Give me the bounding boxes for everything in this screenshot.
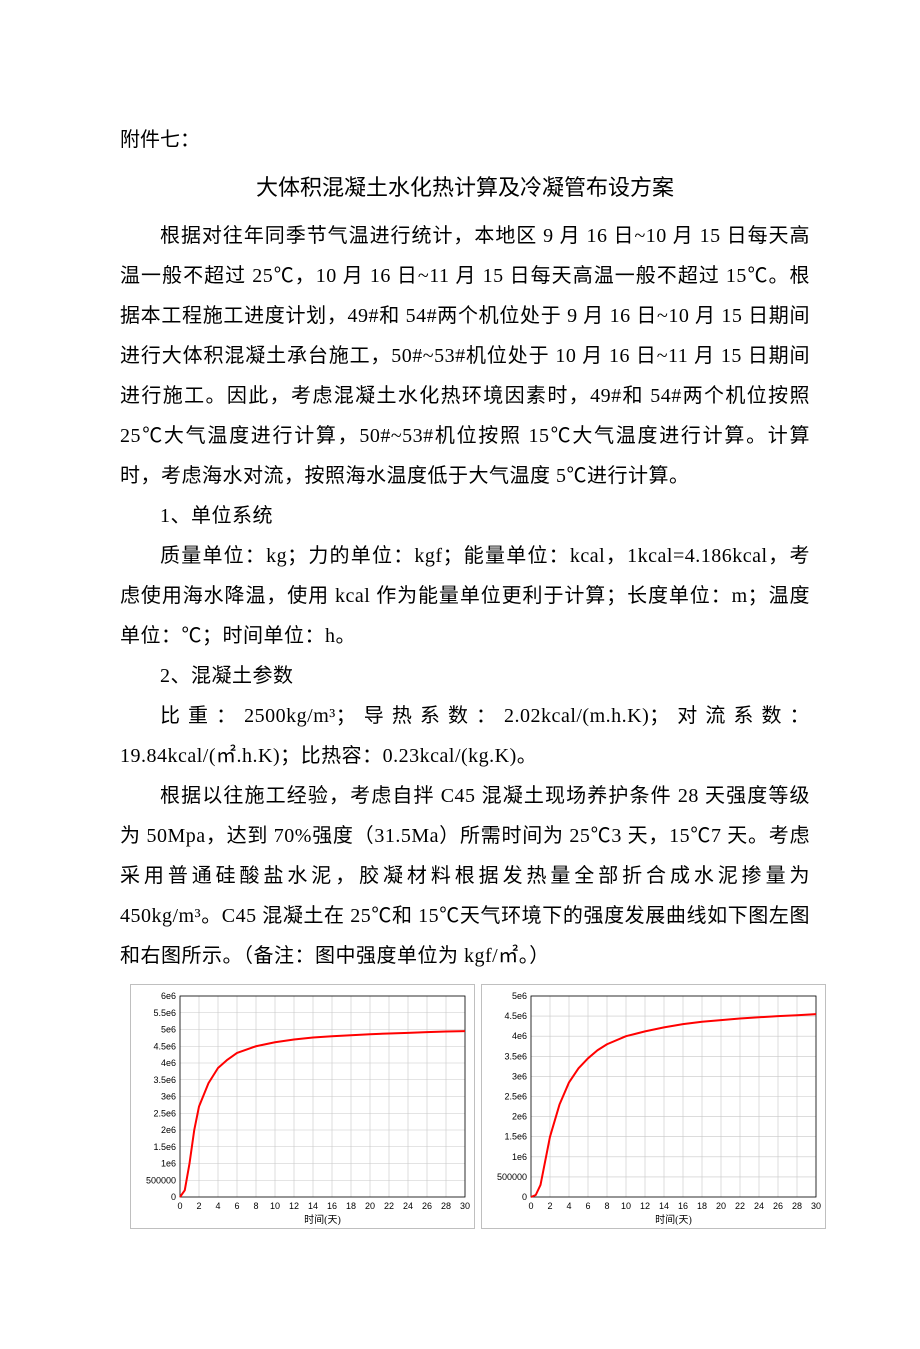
svg-text:2: 2: [547, 1201, 552, 1211]
section-2-heading: 2、混凝土参数: [120, 656, 810, 696]
svg-text:16: 16: [678, 1201, 688, 1211]
svg-text:24: 24: [754, 1201, 764, 1211]
svg-text:12: 12: [640, 1201, 650, 1211]
charts-row: 02468101214161820222426283005000001e61.5…: [130, 984, 830, 1229]
attachment-label: 附件七：: [120, 120, 810, 160]
svg-text:14: 14: [659, 1201, 669, 1211]
svg-text:6: 6: [234, 1201, 239, 1211]
svg-text:30: 30: [460, 1201, 470, 1211]
paragraph-intro: 根据对往年同季节气温进行统计，本地区 9 月 16 日~10 月 15 日每天高…: [120, 216, 810, 496]
svg-text:2.5e6: 2.5e6: [153, 1108, 176, 1118]
svg-text:2.5e6: 2.5e6: [504, 1092, 527, 1102]
svg-text:500000: 500000: [146, 1175, 176, 1185]
svg-text:1.5e6: 1.5e6: [153, 1142, 176, 1152]
svg-text:4e6: 4e6: [161, 1058, 176, 1068]
section-2-body-2: 根据以往施工经验，考虑自拌 C45 混凝土现场养护条件 28 天强度等级为 50…: [120, 776, 810, 976]
svg-text:8: 8: [253, 1201, 258, 1211]
svg-text:22: 22: [735, 1201, 745, 1211]
document-page: 附件七： 大体积混凝土水化热计算及冷凝管布设方案 根据对往年同季节气温进行统计，…: [0, 0, 920, 1349]
svg-text:0: 0: [177, 1201, 182, 1211]
chart-strength-25c: 02468101214161820222426283005000001e61.5…: [130, 984, 475, 1229]
svg-text:28: 28: [792, 1201, 802, 1211]
svg-text:6: 6: [585, 1201, 590, 1211]
section-1-body: 质量单位：kg；力的单位：kgf；能量单位：kcal，1kcal=4.186kc…: [120, 536, 810, 656]
svg-text:18: 18: [346, 1201, 356, 1211]
svg-text:14: 14: [308, 1201, 318, 1211]
svg-text:16: 16: [327, 1201, 337, 1211]
svg-text:4.5e6: 4.5e6: [153, 1041, 176, 1051]
svg-text:10: 10: [621, 1201, 631, 1211]
svg-text:28: 28: [441, 1201, 451, 1211]
svg-text:3.5e6: 3.5e6: [153, 1075, 176, 1085]
svg-text:5e6: 5e6: [161, 1025, 176, 1035]
svg-text:时间(天): 时间(天): [304, 1213, 341, 1226]
svg-text:1.5e6: 1.5e6: [504, 1132, 527, 1142]
svg-text:时间(天): 时间(天): [655, 1213, 692, 1226]
document-title: 大体积混凝土水化热计算及冷凝管布设方案: [120, 166, 810, 210]
svg-text:3e6: 3e6: [512, 1071, 527, 1081]
section-2-body-1: 比重：2500kg/m³；导热系数：2.02kcal/(m.h.K)；对流系数：…: [120, 696, 810, 776]
svg-text:12: 12: [289, 1201, 299, 1211]
svg-text:0: 0: [522, 1192, 527, 1202]
svg-text:10: 10: [270, 1201, 280, 1211]
section-1-heading: 1、单位系统: [120, 496, 810, 536]
svg-text:2e6: 2e6: [512, 1112, 527, 1122]
chart-strength-15c: 02468101214161820222426283005000001e61.5…: [481, 984, 826, 1229]
svg-text:4: 4: [566, 1201, 571, 1211]
svg-text:6e6: 6e6: [161, 991, 176, 1001]
svg-text:20: 20: [716, 1201, 726, 1211]
svg-text:26: 26: [773, 1201, 783, 1211]
svg-text:2: 2: [196, 1201, 201, 1211]
svg-text:2e6: 2e6: [161, 1125, 176, 1135]
svg-text:8: 8: [604, 1201, 609, 1211]
svg-text:500000: 500000: [497, 1172, 527, 1182]
svg-text:4e6: 4e6: [512, 1031, 527, 1041]
svg-text:4.5e6: 4.5e6: [504, 1011, 527, 1021]
svg-text:3.5e6: 3.5e6: [504, 1051, 527, 1061]
svg-text:1e6: 1e6: [161, 1159, 176, 1169]
svg-text:3e6: 3e6: [161, 1092, 176, 1102]
svg-text:22: 22: [384, 1201, 394, 1211]
svg-text:1e6: 1e6: [512, 1152, 527, 1162]
svg-text:26: 26: [422, 1201, 432, 1211]
svg-text:5e6: 5e6: [512, 991, 527, 1001]
svg-text:4: 4: [215, 1201, 220, 1211]
svg-text:20: 20: [365, 1201, 375, 1211]
svg-text:0: 0: [171, 1192, 176, 1202]
svg-text:5.5e6: 5.5e6: [153, 1008, 176, 1018]
svg-text:30: 30: [811, 1201, 821, 1211]
svg-text:18: 18: [697, 1201, 707, 1211]
svg-text:24: 24: [403, 1201, 413, 1211]
svg-text:0: 0: [528, 1201, 533, 1211]
